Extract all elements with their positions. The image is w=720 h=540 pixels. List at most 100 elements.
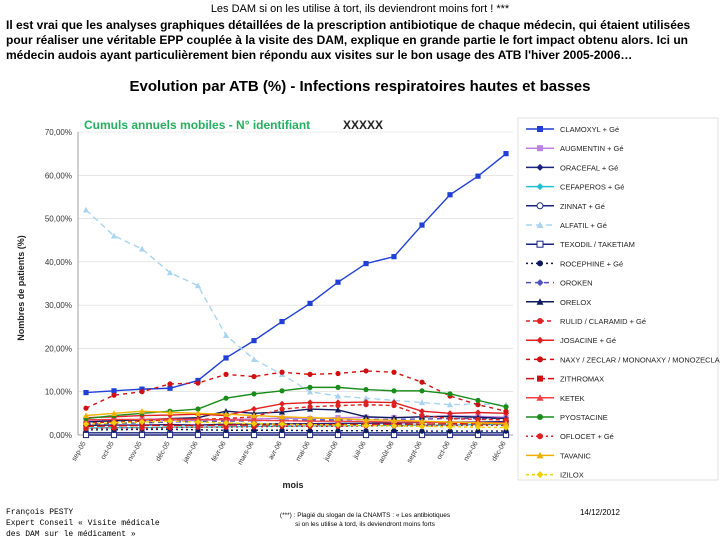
data-point xyxy=(475,428,481,434)
footer-note-line: si on les utilise à tord, ils deviendron… xyxy=(295,521,435,528)
y-tick-label: 60,00% xyxy=(45,171,72,180)
legend-label: TAVANIC xyxy=(560,451,591,460)
legend-label: CLAMOXYL + Gé xyxy=(560,125,619,134)
series xyxy=(82,408,510,427)
data-point xyxy=(83,405,89,411)
footer-author-line: des DAM sur le médicament » xyxy=(6,530,136,539)
data-point xyxy=(278,417,286,424)
data-point xyxy=(503,404,509,410)
x-tick-label: juil-06 xyxy=(352,440,368,461)
data-point xyxy=(110,419,118,426)
chart-subtitle-code: XXXXX xyxy=(343,118,383,132)
data-point xyxy=(419,412,425,419)
legend-label: OROKEN xyxy=(560,279,593,288)
legend-marker xyxy=(537,145,543,152)
x-tick-label: nov-05 xyxy=(127,440,144,462)
footer-note: (***) : Plagié du slogan de la CNAMTS : … xyxy=(250,511,480,529)
data-point xyxy=(307,384,313,390)
data-point xyxy=(223,424,229,430)
x-tick-label: déc-05 xyxy=(155,440,172,462)
data-point xyxy=(335,279,341,285)
legend-marker xyxy=(537,126,543,132)
data-point xyxy=(306,421,314,428)
data-point xyxy=(222,411,230,417)
data-point xyxy=(110,232,118,239)
data-point xyxy=(279,369,285,375)
series-line xyxy=(86,428,506,432)
data-point xyxy=(223,355,229,361)
data-point xyxy=(390,417,398,423)
data-point xyxy=(390,422,398,430)
data-point xyxy=(335,384,341,390)
x-tick-label: oct-05 xyxy=(100,440,116,460)
data-point xyxy=(82,431,90,439)
legend-marker xyxy=(536,221,544,228)
x-tick-label: avr-06 xyxy=(268,440,284,461)
data-point xyxy=(475,397,481,403)
legend-marker xyxy=(537,414,543,420)
data-point xyxy=(195,406,201,412)
data-point xyxy=(166,269,174,276)
chart-title: Evolution par ATB (%) - Infections respi… xyxy=(129,78,591,95)
data-point xyxy=(110,410,118,416)
data-point xyxy=(307,428,313,434)
series-line xyxy=(85,209,507,406)
legend-label: NAXY / ZECLAR / MONONAXY / MONOZECLAR xyxy=(560,355,720,364)
footer-date: 14/12/2012 xyxy=(579,508,621,517)
data-point xyxy=(362,413,370,420)
y-axis-label: Nombres de patients (%) xyxy=(16,235,26,341)
legend-marker xyxy=(537,318,543,324)
data-point xyxy=(446,410,454,417)
legend-marker xyxy=(537,375,543,382)
data-point xyxy=(83,389,89,396)
data-point xyxy=(475,402,481,408)
data-point xyxy=(447,415,453,422)
data-point xyxy=(307,300,313,307)
series-line xyxy=(85,401,507,419)
data-point xyxy=(111,388,117,394)
x-tick-label: mars-06 xyxy=(237,440,256,466)
legend-marker xyxy=(536,336,544,344)
legend-marker xyxy=(536,183,544,191)
data-point xyxy=(82,206,90,213)
data-point xyxy=(418,418,426,424)
series-line xyxy=(85,410,507,425)
footer-author: François PESTY Expert Conseil « Visite m… xyxy=(6,507,160,540)
x-tick-label: mai-06 xyxy=(295,440,312,462)
legend-label: ZITHROMAX xyxy=(560,375,604,384)
legend-marker xyxy=(536,279,544,287)
data-point xyxy=(250,431,258,439)
data-point xyxy=(167,425,173,431)
x-tick-label: août-06 xyxy=(378,440,396,464)
data-point xyxy=(474,419,482,426)
data-point xyxy=(110,431,118,439)
data-point xyxy=(167,381,173,387)
legend-label: PYOSTACINE xyxy=(560,413,608,422)
y-tick-label: 50,00% xyxy=(45,215,72,224)
data-point xyxy=(195,380,201,386)
data-point xyxy=(475,173,481,179)
x-tick-label: juin-06 xyxy=(323,440,340,463)
data-point xyxy=(138,245,146,252)
data-point xyxy=(278,431,286,439)
legend-label: ROCEPHINE + Gé xyxy=(560,259,623,268)
data-point xyxy=(419,222,425,228)
series-line xyxy=(85,417,507,425)
series-line xyxy=(85,403,507,424)
y-tick-label: 20,00% xyxy=(45,344,72,353)
legend-marker xyxy=(536,471,544,479)
data-point xyxy=(391,254,397,260)
legend-marker xyxy=(536,240,544,248)
legend-marker xyxy=(537,356,543,363)
x-tick-label: janv-06 xyxy=(182,440,200,464)
data-point xyxy=(418,423,426,430)
data-point xyxy=(251,338,257,344)
data-point xyxy=(335,428,341,434)
data-point xyxy=(139,425,145,431)
data-point xyxy=(278,421,286,428)
x-tick-label: oct-06 xyxy=(436,440,452,460)
data-point xyxy=(222,419,230,426)
data-point xyxy=(363,386,369,393)
legend-marker xyxy=(536,394,544,401)
data-point xyxy=(278,413,286,420)
